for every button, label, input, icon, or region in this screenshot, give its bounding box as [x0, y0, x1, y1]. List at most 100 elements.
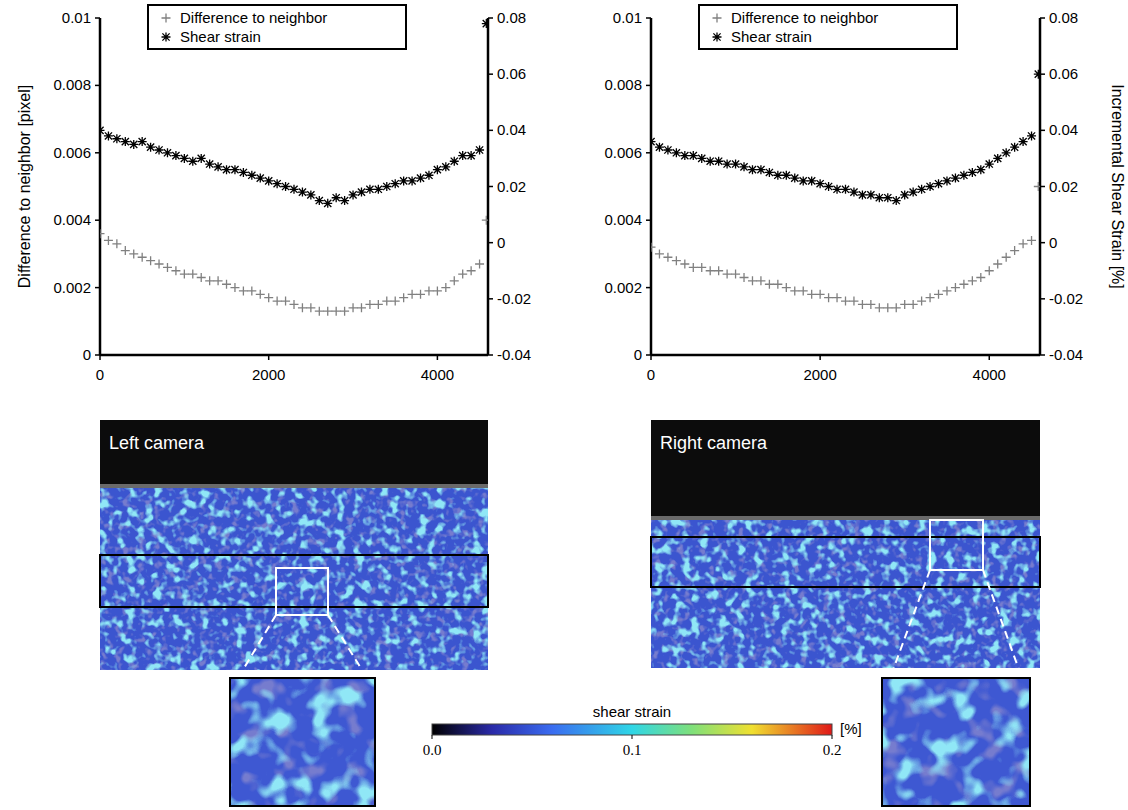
data-point [773, 280, 782, 289]
data-point [323, 307, 332, 316]
data-point [926, 182, 935, 191]
data-point [315, 307, 324, 316]
data-point [180, 154, 189, 163]
data-point [993, 154, 1002, 163]
legend-marker [713, 33, 722, 42]
zoom-map [882, 678, 1030, 806]
data-point [740, 162, 749, 171]
data-point [399, 176, 408, 185]
data-point [824, 182, 833, 191]
zoom-frame [230, 678, 375, 806]
data-point [138, 253, 147, 262]
data-point [214, 162, 223, 171]
zoom-map [230, 678, 375, 806]
y-tick-label: 0.006 [53, 144, 91, 161]
legend-label: Difference to neighbor [731, 9, 878, 26]
data-point [458, 151, 467, 160]
data-point [230, 165, 239, 174]
data-point [900, 190, 909, 199]
y-axis-title: Difference to neighbor [pixel] [16, 85, 33, 288]
y2-tick-label: -0.04 [497, 346, 531, 363]
x-tick-label: 4000 [973, 366, 1006, 383]
data-point [883, 303, 892, 312]
data-point [807, 176, 816, 185]
data-point [239, 286, 248, 295]
data-point [450, 276, 459, 285]
x-tick-label: 2000 [252, 366, 285, 383]
y-tick [646, 219, 651, 221]
data-point [866, 300, 875, 309]
data-point [680, 151, 689, 160]
data-point [357, 188, 366, 197]
data-point [782, 283, 791, 292]
data-point [239, 168, 248, 177]
x-axis [100, 354, 488, 357]
data-point [171, 266, 180, 275]
data-point [799, 176, 808, 185]
data-point [475, 145, 484, 154]
data-point [408, 176, 417, 185]
data-point [799, 286, 808, 295]
data-point [959, 280, 968, 289]
y-tick [95, 17, 100, 19]
zoom-speckle [882, 678, 1030, 806]
y-tick-label: 0.004 [53, 211, 91, 228]
data-point [112, 134, 121, 143]
data-point [849, 297, 858, 306]
data-point [188, 157, 197, 166]
data-point [256, 290, 265, 299]
data-point [748, 276, 757, 285]
y2-tick [1040, 354, 1045, 356]
data-point [197, 154, 206, 163]
data-point [1002, 148, 1011, 157]
y-tick [646, 152, 651, 154]
data-point [689, 151, 698, 160]
strain-speckle [100, 488, 488, 670]
data-point [959, 171, 968, 180]
legend-label: Shear strain [731, 28, 812, 45]
data-point [858, 190, 867, 199]
plot-area [651, 70, 1040, 313]
data-point [424, 171, 433, 180]
data-point [365, 300, 374, 309]
legend-marker [713, 14, 722, 23]
data-point [391, 179, 400, 188]
data-point [146, 256, 155, 265]
data-point [1019, 239, 1028, 248]
data-point [756, 165, 765, 174]
data-point [968, 168, 977, 177]
data-point [934, 179, 943, 188]
data-point [290, 185, 299, 194]
data-point [875, 193, 884, 202]
data-point [146, 143, 155, 152]
y2-tick-label: 0 [497, 234, 505, 251]
y-tick-label: 0.01 [62, 9, 91, 26]
data-point [841, 297, 850, 306]
colorbar-title: shear strain [593, 703, 671, 720]
data-point [655, 143, 664, 152]
camera-image: Left camera [100, 420, 488, 806]
background [100, 420, 488, 488]
data-point [475, 260, 484, 269]
data-point [332, 193, 341, 202]
colorbar-tick-label: 0.0 [423, 742, 442, 758]
y2-tick [488, 242, 493, 244]
data-point [985, 160, 994, 169]
data-point [197, 273, 206, 282]
y2-tick [1040, 242, 1045, 244]
data-point [807, 290, 816, 299]
data-point [765, 280, 774, 289]
data-point [129, 140, 138, 149]
data-point [875, 303, 884, 312]
y-tick [95, 152, 100, 154]
y2-tick-label: 0.02 [497, 178, 526, 195]
data-point [917, 185, 926, 194]
zoom-speckle [230, 678, 375, 806]
data-point [951, 174, 960, 183]
zoom-speckle [882, 678, 1030, 806]
y2-tick-label: 0.08 [1049, 9, 1078, 26]
y2-tick-label: 0.04 [1049, 121, 1078, 138]
data-point [968, 276, 977, 285]
y2-tick-label: -0.02 [497, 290, 531, 307]
data-point [458, 270, 467, 279]
